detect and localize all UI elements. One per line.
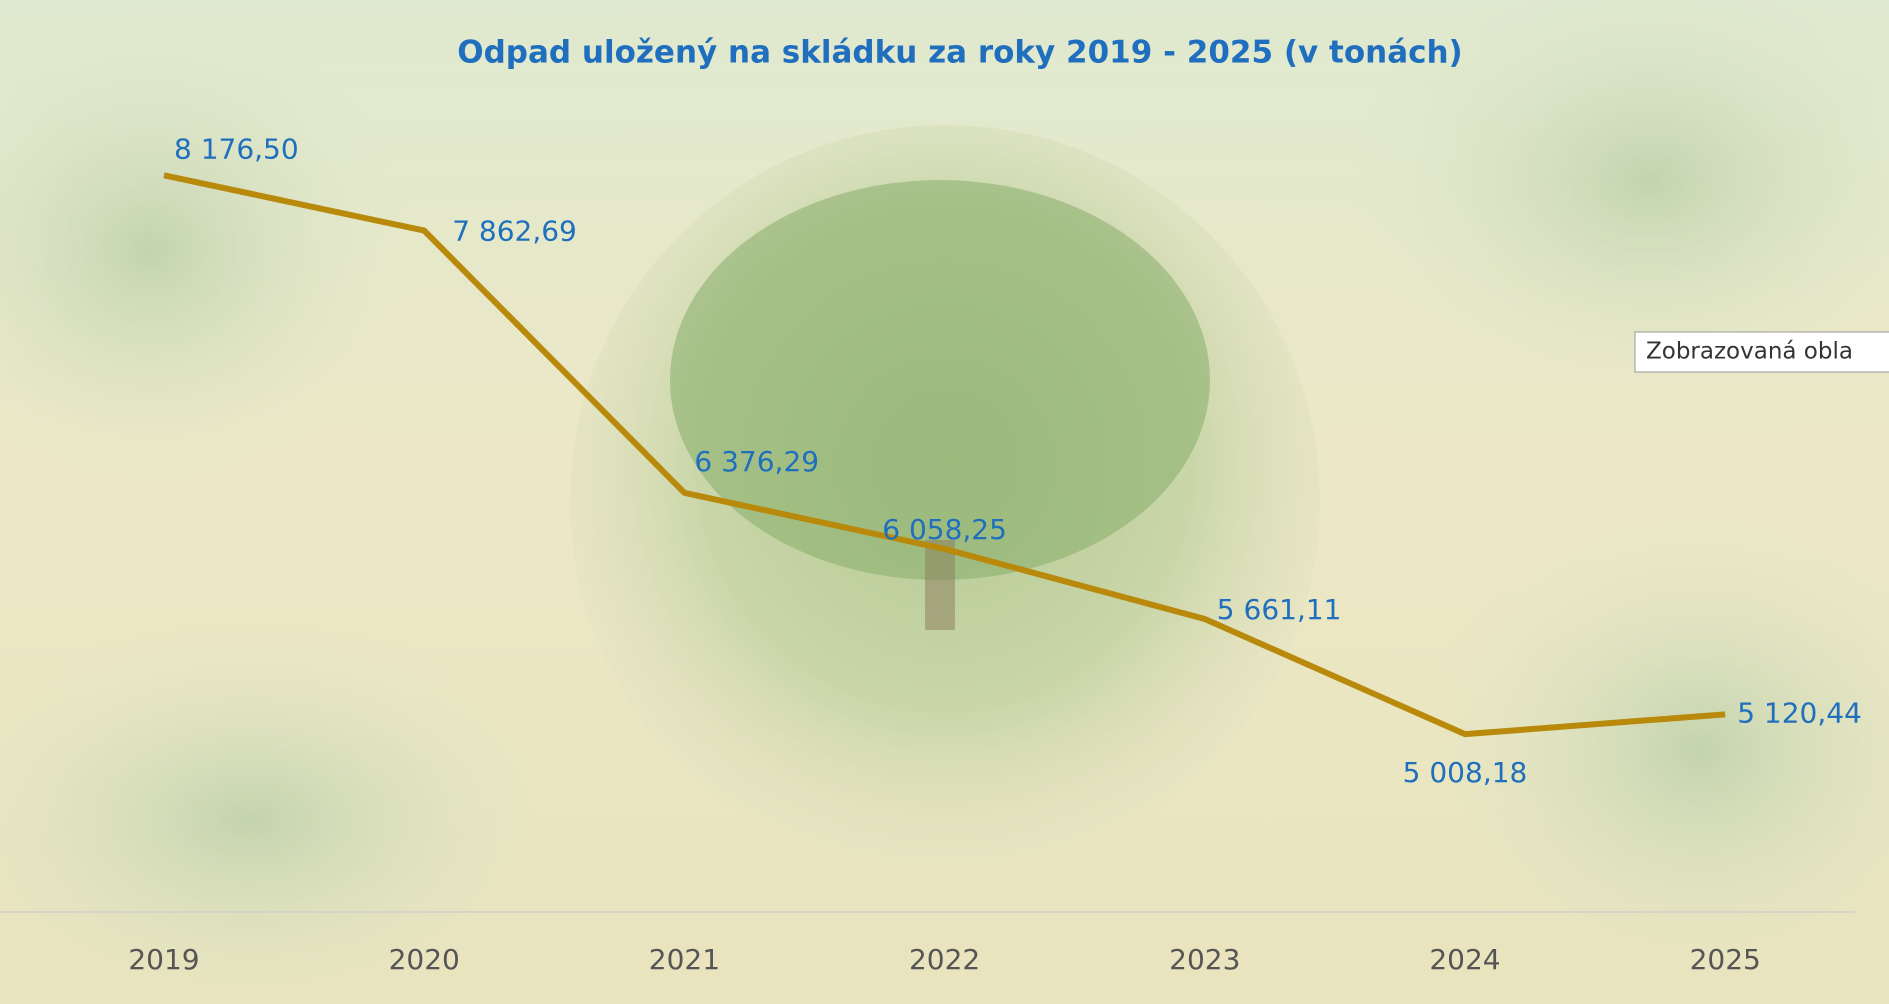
- tooltip-box: [1634, 331, 1889, 373]
- tree-image: [670, 180, 1210, 580]
- x-tick-label: 2024: [1429, 943, 1500, 976]
- data-label: 8 176,50: [174, 132, 299, 165]
- data-label: 5 120,44: [1737, 696, 1862, 729]
- x-tick-label: 2023: [1169, 943, 1240, 976]
- tooltip-text: Zobrazovaná obla: [1646, 339, 1853, 365]
- tooltip: Zobrazovaná obla: [1634, 331, 1889, 373]
- tree-trunk: [925, 540, 955, 630]
- data-label: 5 661,11: [1217, 593, 1342, 626]
- x-tick-label: 2025: [1690, 943, 1761, 976]
- x-tick-label: 2021: [649, 943, 720, 976]
- data-label: 7 862,69: [452, 215, 577, 248]
- data-line: [163, 172, 1726, 738]
- x-tick-label: 2022: [909, 943, 980, 976]
- chart-title: Odpad uložený na skládku za roky 2019 - …: [457, 35, 1462, 71]
- background-foliage: [0, 10, 410, 490]
- data-label: 5 008,18: [1403, 756, 1528, 789]
- background-foliage: [1350, 0, 1889, 400]
- x-tick-label: 2019: [128, 943, 199, 976]
- data-label: 6 058,25: [882, 513, 1007, 546]
- background-foliage: [0, 620, 570, 1004]
- x-tick-label: 2020: [389, 943, 460, 976]
- data-label: 6 376,29: [694, 445, 819, 478]
- background-foliage: [1420, 510, 1889, 990]
